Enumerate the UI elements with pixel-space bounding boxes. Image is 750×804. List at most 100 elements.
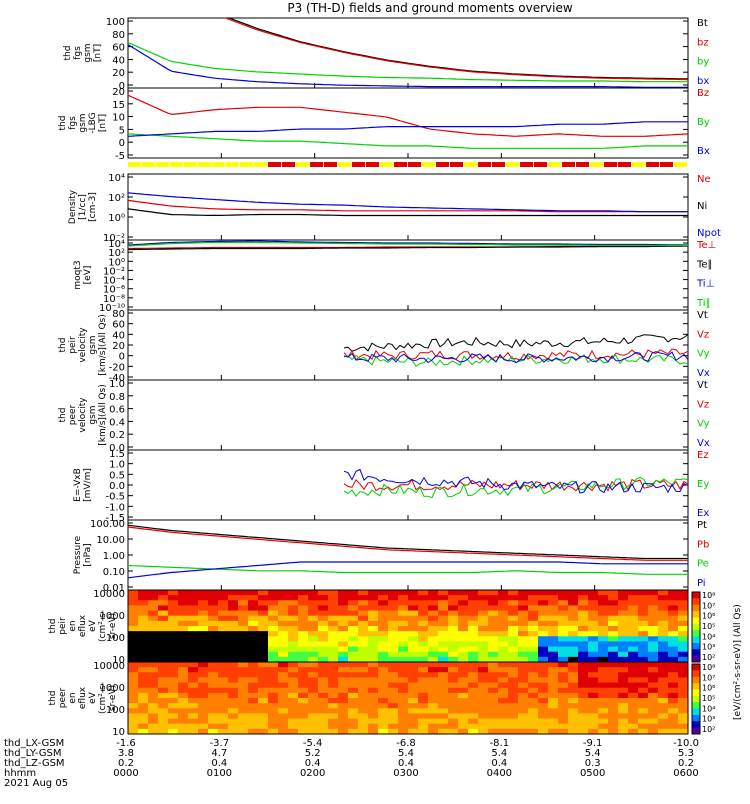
heatmap-cell (618, 682, 629, 689)
heatmap-cell (128, 718, 139, 725)
heatmap-cell (658, 662, 669, 668)
heatmap-cell (608, 723, 619, 730)
heatmap-cell (138, 672, 149, 678)
legend-Vz: Vz (697, 399, 709, 410)
heatmap-cell (298, 595, 309, 601)
heatmap-cell (498, 723, 509, 730)
heatmap-cell (228, 610, 239, 617)
heatmap-cell (478, 656, 489, 663)
legend-Ez: Ez (697, 450, 709, 461)
heatmap-cell (158, 626, 169, 632)
legend-Ti∥: Ti∥ (696, 298, 711, 309)
heatmap-cell (668, 595, 679, 601)
heatmap-cell (168, 605, 179, 612)
heatmap-cell (268, 626, 279, 632)
heatmap-cell (658, 672, 669, 678)
heatmap-cell (278, 713, 289, 720)
colorbar-cell (692, 611, 700, 618)
heatmap-cell (318, 605, 329, 612)
heatmap-cell (258, 620, 269, 627)
heatmap-cell (138, 610, 149, 617)
heatmap-cell (298, 620, 309, 627)
heatmap-cell (458, 718, 469, 725)
heatmap-cell (328, 646, 339, 653)
heatmap-cell (438, 651, 449, 658)
heatmap-cell (558, 605, 569, 612)
heatmap-cell (608, 605, 619, 612)
heatmap-cell (158, 656, 169, 663)
ytick-label: 20 (112, 87, 125, 98)
heatmap-cell (158, 600, 169, 606)
heatmap-cell (198, 631, 209, 637)
heatmap-cell (568, 610, 579, 617)
heatmap-cell (398, 687, 409, 694)
legend-By: By (697, 117, 710, 128)
heatmap-cell (278, 708, 289, 714)
ytick-label: 10 (112, 113, 125, 124)
heatmap-cell (558, 723, 569, 730)
heatmap-cell (288, 651, 299, 658)
ytick-label: -1.5 (105, 513, 125, 524)
heatmap-cell (208, 631, 219, 637)
heatmap-cell (278, 590, 289, 596)
heatmap-cell (558, 672, 569, 678)
heatmap-cell (158, 646, 169, 653)
heatmap-cell (668, 677, 679, 684)
heatmap-cell (298, 615, 309, 622)
heatmap-cell (218, 646, 229, 653)
heatmap-cell (628, 698, 639, 704)
heatmap-cell (468, 646, 479, 653)
heatmap-cell (678, 646, 689, 653)
heatmap-cell (628, 646, 639, 653)
heatmap-cell (428, 600, 439, 606)
heatmap-cell (208, 708, 219, 714)
mode-segment (268, 162, 281, 167)
heatmap-cell (618, 600, 629, 606)
ytick-label: -5 (115, 151, 125, 162)
heatmap-cell (408, 677, 419, 684)
heatmap-cell (448, 698, 459, 704)
heatmap-cell (148, 620, 159, 627)
series-Ti∥ (128, 241, 688, 247)
heatmap-cell (488, 620, 499, 627)
heatmap-cell (168, 723, 179, 730)
heatmap-cell (138, 728, 149, 735)
heatmap-cell (228, 667, 239, 673)
heatmap-cell (238, 708, 249, 714)
heatmap-cell (488, 713, 499, 720)
heatmap-cell (478, 703, 489, 709)
heatmap-cell (518, 713, 529, 720)
colorbar-cell (692, 689, 700, 697)
heatmap-cell (468, 620, 479, 627)
heatmap-cell (138, 595, 149, 601)
heatmap-cell (578, 662, 589, 668)
heatmap-cell (658, 692, 669, 699)
heatmap-cell (468, 708, 479, 714)
ytick-label: 1.5 (109, 449, 125, 460)
heatmap-cell (548, 667, 559, 673)
mode-segment (506, 162, 519, 167)
heatmap-cell (448, 656, 459, 663)
heatmap-cell (418, 703, 429, 709)
heatmap-cell (618, 651, 629, 658)
ylabel-line: gsm (78, 113, 88, 132)
heatmap-cell (148, 667, 159, 673)
heatmap-cell (238, 590, 249, 596)
heatmap-cell (578, 672, 589, 678)
heatmap-cell (498, 600, 509, 606)
heatmap-cell (418, 620, 429, 627)
heatmap-cell (488, 723, 499, 730)
heatmap-cell (508, 687, 519, 694)
heatmap-cell (538, 631, 549, 637)
heatmap-cell (658, 708, 669, 714)
heatmap-cell (288, 656, 299, 663)
heatmap-cell (608, 641, 619, 648)
heatmap-cell (658, 610, 669, 617)
heatmap-cell (378, 626, 389, 632)
heatmap-cell (548, 656, 559, 663)
heatmap-cell (668, 662, 679, 668)
heatmap-cell (148, 636, 159, 642)
colorbar-tick: 10⁸ (702, 663, 715, 672)
heatmap-cell (178, 672, 189, 678)
heatmap-cell (198, 708, 209, 714)
